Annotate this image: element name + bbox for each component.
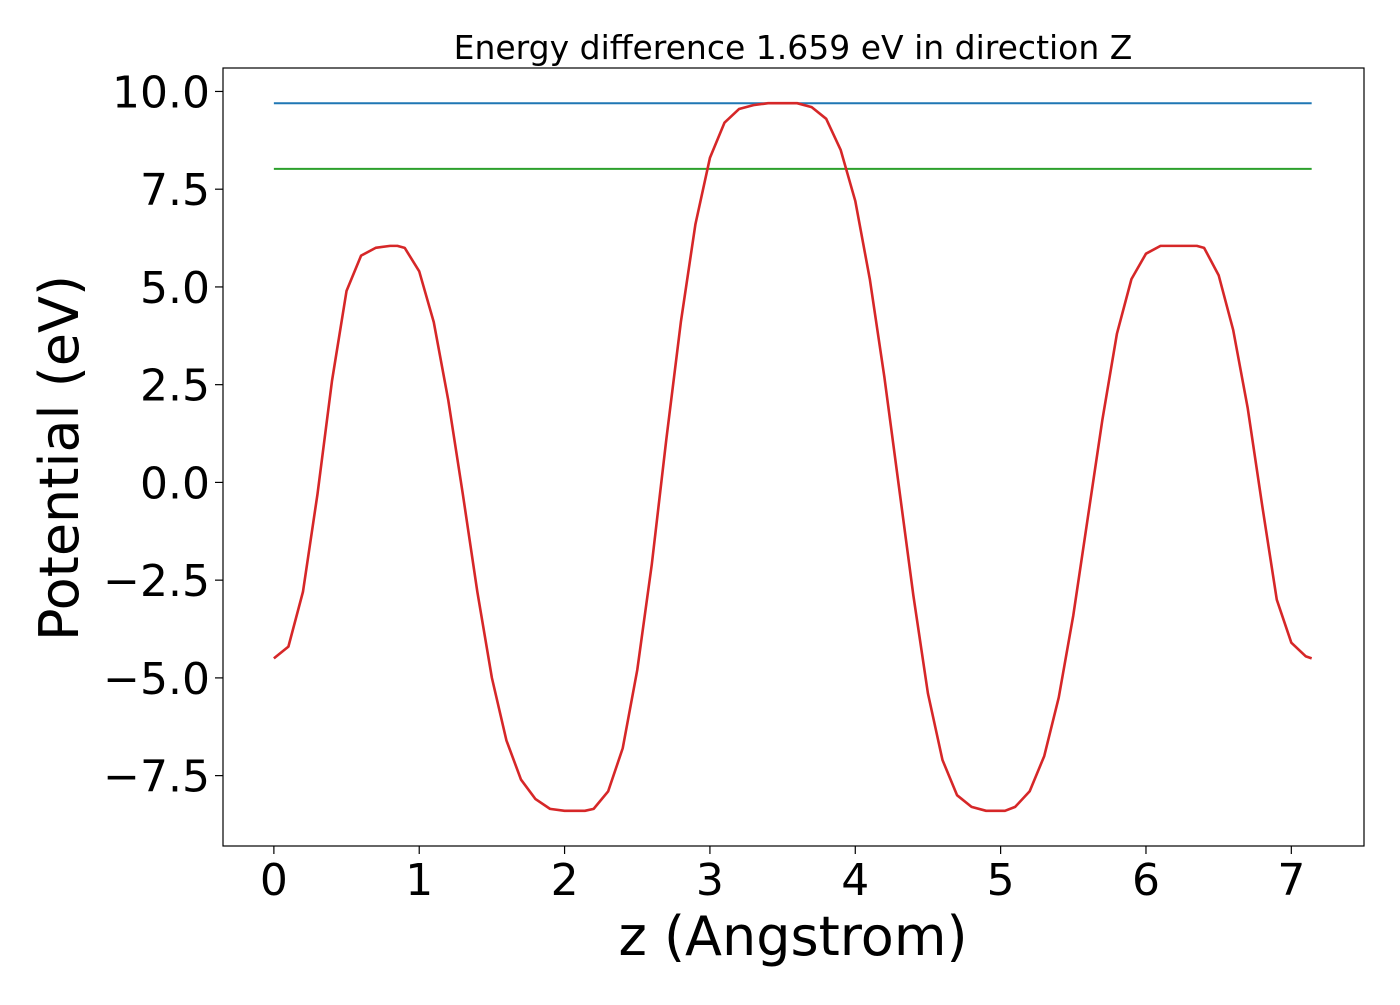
series-line-3 bbox=[273, 101, 1313, 813]
x-tick-label: 0 bbox=[260, 855, 288, 906]
y-tick-label: −5.0 bbox=[103, 654, 210, 705]
y-axis-label: Potential (eV) bbox=[28, 275, 91, 641]
series-group bbox=[273, 101, 1313, 813]
plot-frame bbox=[222, 67, 1365, 847]
x-tick-label: 3 bbox=[696, 855, 724, 906]
chart-title: Energy difference 1.659 eV in direction … bbox=[454, 28, 1133, 67]
x-tick-label: 6 bbox=[1132, 855, 1160, 906]
x-tick-label: 1 bbox=[405, 855, 433, 906]
x-axis-ticks: 0 1 2 3 4 5 6 7 bbox=[260, 846, 1305, 906]
y-tick-label: 5.0 bbox=[140, 263, 210, 314]
y-tick-label: 7.5 bbox=[140, 165, 210, 216]
x-tick-label: 2 bbox=[551, 855, 579, 906]
y-tick-label: 10.0 bbox=[112, 67, 210, 118]
plot-area: 0 1 2 3 4 5 6 7 −7.5 −5.0 −2.5 0.0 2.5 5.0 7.5 10.0 bbox=[103, 67, 1365, 906]
y-tick-label: 2.5 bbox=[140, 361, 210, 412]
x-tick-label: 7 bbox=[1277, 855, 1305, 906]
y-tick-label: −7.5 bbox=[103, 752, 210, 803]
y-axis-ticks: −7.5 −5.0 −2.5 0.0 2.5 5.0 7.5 10.0 bbox=[103, 67, 223, 803]
x-tick-label: 5 bbox=[987, 855, 1015, 906]
x-axis-label: z (Angstrom) bbox=[618, 905, 967, 968]
y-tick-label: −2.5 bbox=[103, 556, 210, 607]
y-tick-label: 0.0 bbox=[140, 458, 210, 509]
x-tick-label: 4 bbox=[841, 855, 869, 906]
